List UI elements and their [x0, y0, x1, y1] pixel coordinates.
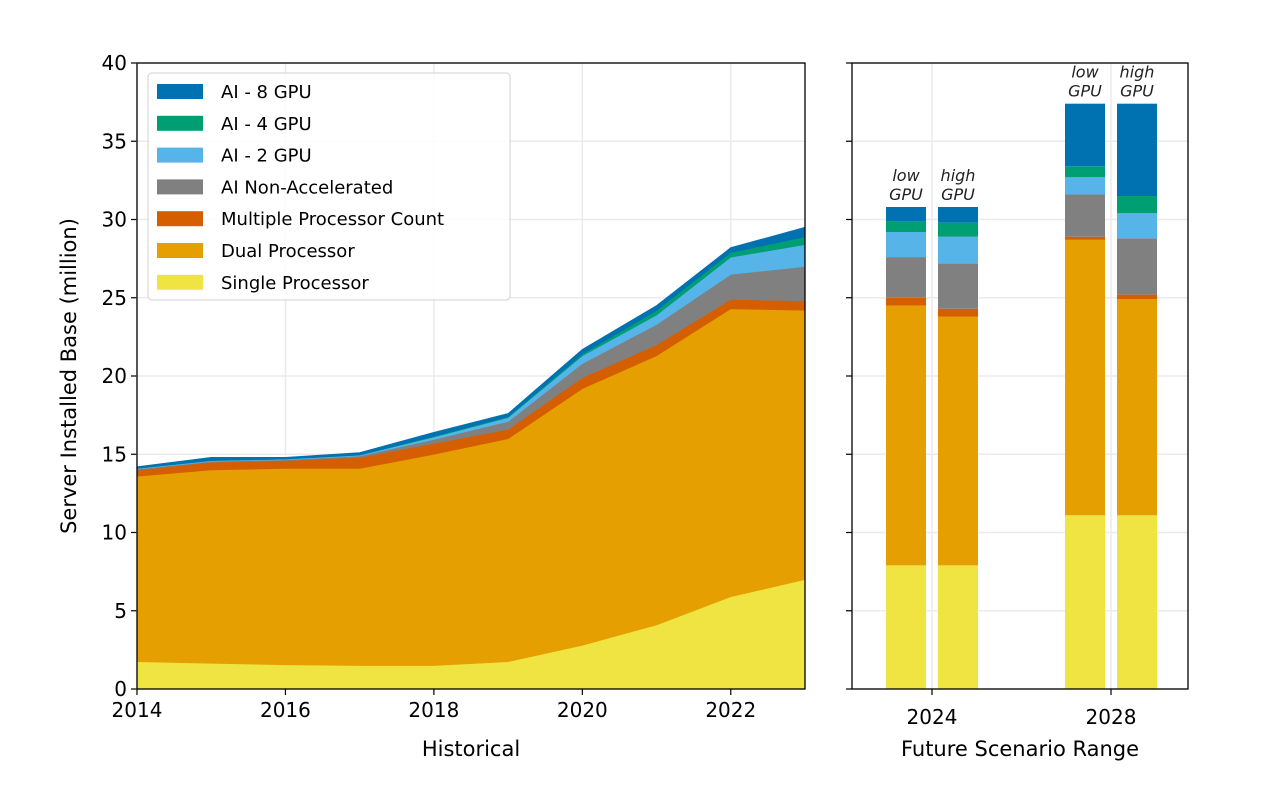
legend-swatch	[157, 115, 203, 131]
bar-segment-ai-2-gpu	[1065, 177, 1105, 195]
legend-label: AI - 4 GPU	[221, 114, 312, 135]
bar-segment-ai-4-gpu	[1065, 166, 1105, 178]
bar-segment-single-processor	[1065, 515, 1105, 689]
plot-frame	[851, 62, 1189, 690]
legend-swatch	[157, 274, 203, 290]
bar-segment-dual-processor	[1117, 299, 1157, 516]
bar-annotation: low	[1071, 63, 1099, 82]
legend-swatch	[157, 147, 203, 163]
bar-segment-ai-2-gpu	[886, 232, 926, 258]
bar-segment-ai-8-gpu	[1065, 103, 1105, 167]
legend-swatch	[157, 211, 203, 227]
bar-annotation: GPU	[1120, 82, 1154, 101]
bar-segment-multiple-processor-count	[938, 308, 978, 317]
bar-segment-multiple-processor-count	[1117, 294, 1157, 300]
bar-segment-multiple-processor-count	[886, 297, 926, 306]
bar-segment-ai-8-gpu	[1117, 103, 1157, 197]
legend: AI - 8 GPU AI - 4 GPU AI - 2 GPU AI Non-Acc…	[147, 72, 511, 301]
legend-label: AI Non-Accelerated	[221, 177, 393, 198]
bar-segment-ai-8-gpu	[886, 206, 926, 222]
legend-box	[147, 72, 511, 301]
bar-segment-ai-non-accelerated	[1117, 238, 1157, 295]
y-tick-label: 10	[102, 521, 127, 545]
bar-segment-single-processor	[886, 565, 926, 689]
plot-frame	[136, 62, 806, 690]
y-tick-label: 15	[102, 442, 127, 466]
x-tick-label: 2016	[260, 698, 311, 722]
bar-segment-single-processor	[938, 565, 978, 689]
x-tick-label: 2028	[1086, 705, 1137, 729]
bar-segment-ai-8-gpu	[938, 206, 978, 223]
bar-segment-ai-4-gpu	[886, 221, 926, 233]
bar-annotation: high	[1120, 63, 1155, 82]
x-tick-label: 2020	[557, 698, 608, 722]
bar-segment-ai-4-gpu	[1117, 196, 1157, 214]
bar-segment-single-processor	[1117, 515, 1157, 689]
bar-segment-ai-2-gpu	[938, 236, 978, 264]
bar-segment-dual-processor	[938, 316, 978, 566]
legend-swatch	[157, 179, 203, 195]
bar-segment-ai-non-accelerated	[886, 257, 926, 298]
bar-segment-ai-non-accelerated	[938, 263, 978, 309]
x-axis-label-future: Future Scenario Range	[901, 737, 1139, 761]
bar-annotation: GPU	[941, 185, 975, 204]
y-tick-label: 25	[102, 286, 127, 310]
y-tick-label: 40	[102, 51, 127, 75]
bar-annotation: GPU	[1068, 82, 1102, 101]
legend-swatch	[157, 243, 203, 258]
bar-segment-ai-2-gpu	[1117, 213, 1157, 239]
y-tick-label: 5	[114, 599, 127, 623]
legend-label: Single Processor	[221, 273, 369, 294]
bar-annotation: GPU	[889, 185, 923, 204]
bar-annotation: low	[892, 166, 920, 185]
legend-label: AI - 2 GPU	[221, 146, 312, 167]
bar-segment-dual-processor	[1065, 239, 1105, 516]
legend-label: AI - 8 GPU	[221, 82, 312, 103]
bar-segment-ai-non-accelerated	[1065, 194, 1105, 237]
y-axis-label: Server Installed Base (million)	[57, 218, 81, 534]
y-tick-label: 0	[114, 677, 127, 701]
legend-label: Multiple Processor Count	[221, 209, 444, 230]
x-tick-label: 2014	[112, 698, 163, 722]
y-tick-label: 35	[102, 129, 127, 153]
bar-segment-multiple-processor-count	[1065, 236, 1105, 240]
bar-segment-ai-4-gpu	[938, 222, 978, 237]
y-tick-label: 20	[102, 364, 127, 388]
y-tick-label: 30	[102, 208, 127, 232]
x-tick-label: 2022	[705, 698, 756, 722]
x-tick-label: 2024	[907, 705, 958, 729]
legend-swatch	[157, 84, 203, 99]
x-axis-label-historical: Historical	[422, 737, 520, 761]
bar-annotation: high	[941, 166, 976, 185]
x-tick-label: 2018	[408, 698, 459, 722]
legend-label: Dual Processor	[221, 241, 355, 262]
bar-segment-dual-processor	[886, 305, 926, 566]
